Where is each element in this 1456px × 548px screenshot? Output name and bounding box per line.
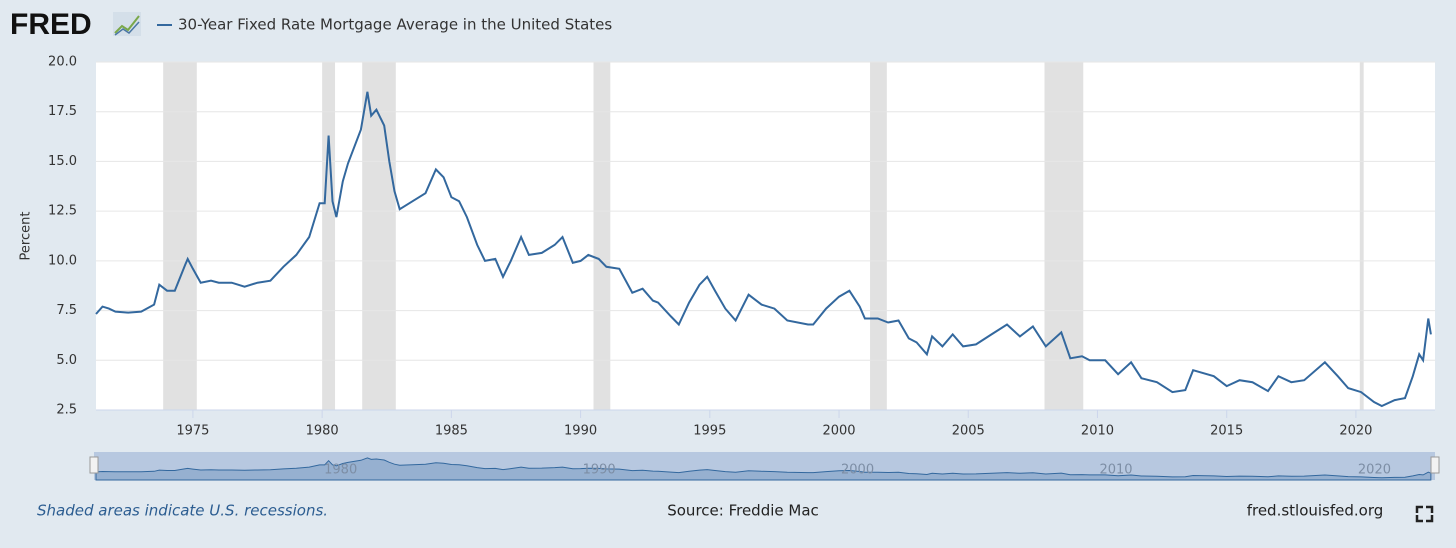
y-axis-label: Percent (19, 212, 34, 261)
navigator-handle[interactable] (89, 456, 99, 474)
recession-band (870, 62, 887, 410)
recession-band (593, 62, 611, 410)
navigator-line (95, 457, 1432, 481)
navigator-selection (94, 452, 1435, 480)
y-tick-label: 12.5 (48, 204, 77, 219)
navigator-tick-label: 1980 (324, 463, 357, 478)
x-tick-label: 2020 (1339, 424, 1372, 439)
y-tick-label: 7.5 (56, 303, 77, 318)
x-tick-label: 1975 (176, 424, 209, 439)
y-tick-label: 20.0 (48, 55, 77, 70)
recession-band (1044, 62, 1084, 410)
logo[interactable]: FRED (10, 8, 92, 41)
x-tick-label: 2015 (1210, 424, 1243, 439)
y-tick-label: 17.5 (48, 104, 77, 119)
legend-label: 30-Year Fixed Rate Mortgage Average in t… (178, 16, 612, 34)
data-line (95, 91, 1432, 408)
recession-band (163, 62, 197, 410)
x-tick-label: 1995 (693, 424, 726, 439)
x-tick-label: 2010 (1081, 424, 1114, 439)
x-tick-label: 2005 (952, 424, 985, 439)
x-tick-label: 2000 (822, 424, 855, 439)
recession-band (1359, 62, 1364, 410)
x-tick-label: 1990 (564, 424, 597, 439)
y-tick-label: 5.0 (56, 353, 77, 368)
note: Shaded areas indicate U.S. recessions. (37, 502, 328, 520)
y-tick-label: 2.5 (56, 403, 77, 418)
x-tick-label: 1985 (435, 424, 468, 439)
recession-band (322, 62, 336, 410)
navigator-tick-label: 2020 (1358, 463, 1391, 478)
navigator-tick-label: 1990 (583, 463, 616, 478)
fullscreen-icon[interactable] (1415, 505, 1434, 523)
plot-area (96, 62, 1435, 410)
x-tick-label: 1980 (306, 424, 339, 439)
y-tick-label: 10.0 (48, 253, 77, 268)
y-tick-label: 15.0 (48, 154, 77, 169)
navigator-handle[interactable] (1430, 456, 1440, 474)
navigator-tick-label: 2010 (1099, 463, 1132, 478)
recession-band (362, 62, 396, 410)
navigator-tick-label: 2000 (841, 463, 874, 478)
source: Source: Freddie Mac (667, 502, 819, 520)
site-link[interactable]: fred.stlouisfed.org (1247, 502, 1384, 520)
logo-icon (113, 12, 141, 36)
